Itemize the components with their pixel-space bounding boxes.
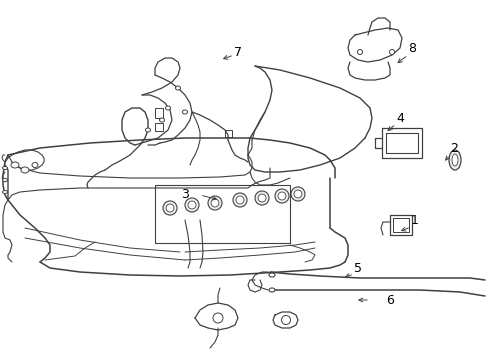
Ellipse shape	[160, 118, 165, 122]
Bar	[155, 123, 163, 131]
Ellipse shape	[21, 167, 29, 173]
Ellipse shape	[163, 201, 177, 215]
Ellipse shape	[255, 191, 269, 205]
Ellipse shape	[188, 201, 196, 209]
Ellipse shape	[185, 198, 199, 212]
Bar	[225, 130, 232, 137]
Ellipse shape	[269, 288, 275, 292]
Ellipse shape	[211, 199, 219, 207]
Text: 1: 1	[411, 213, 419, 226]
Text: 7: 7	[234, 45, 242, 58]
Ellipse shape	[358, 49, 363, 54]
Ellipse shape	[213, 313, 223, 323]
Text: 5: 5	[354, 261, 362, 274]
Ellipse shape	[2, 190, 7, 194]
Ellipse shape	[175, 86, 180, 90]
Ellipse shape	[2, 179, 7, 181]
Ellipse shape	[32, 162, 38, 167]
Bar	[155, 108, 163, 118]
Ellipse shape	[452, 154, 458, 166]
Ellipse shape	[258, 194, 266, 202]
Text: 2: 2	[450, 141, 458, 154]
Text: 4: 4	[396, 112, 404, 125]
Ellipse shape	[2, 166, 7, 170]
Ellipse shape	[275, 189, 289, 203]
Ellipse shape	[236, 196, 244, 204]
Ellipse shape	[233, 193, 247, 207]
Ellipse shape	[146, 128, 150, 132]
Ellipse shape	[281, 315, 291, 324]
Ellipse shape	[278, 192, 286, 200]
Text: 3: 3	[181, 189, 189, 202]
Ellipse shape	[449, 150, 461, 170]
Ellipse shape	[166, 204, 174, 212]
Ellipse shape	[208, 196, 222, 210]
Ellipse shape	[291, 187, 305, 201]
Ellipse shape	[166, 106, 171, 110]
Text: 6: 6	[386, 293, 394, 306]
Ellipse shape	[269, 273, 275, 277]
Bar	[155, 185, 290, 243]
Ellipse shape	[182, 110, 188, 114]
Ellipse shape	[390, 49, 394, 54]
Ellipse shape	[11, 162, 19, 168]
Ellipse shape	[294, 190, 302, 198]
Text: 8: 8	[408, 41, 416, 54]
